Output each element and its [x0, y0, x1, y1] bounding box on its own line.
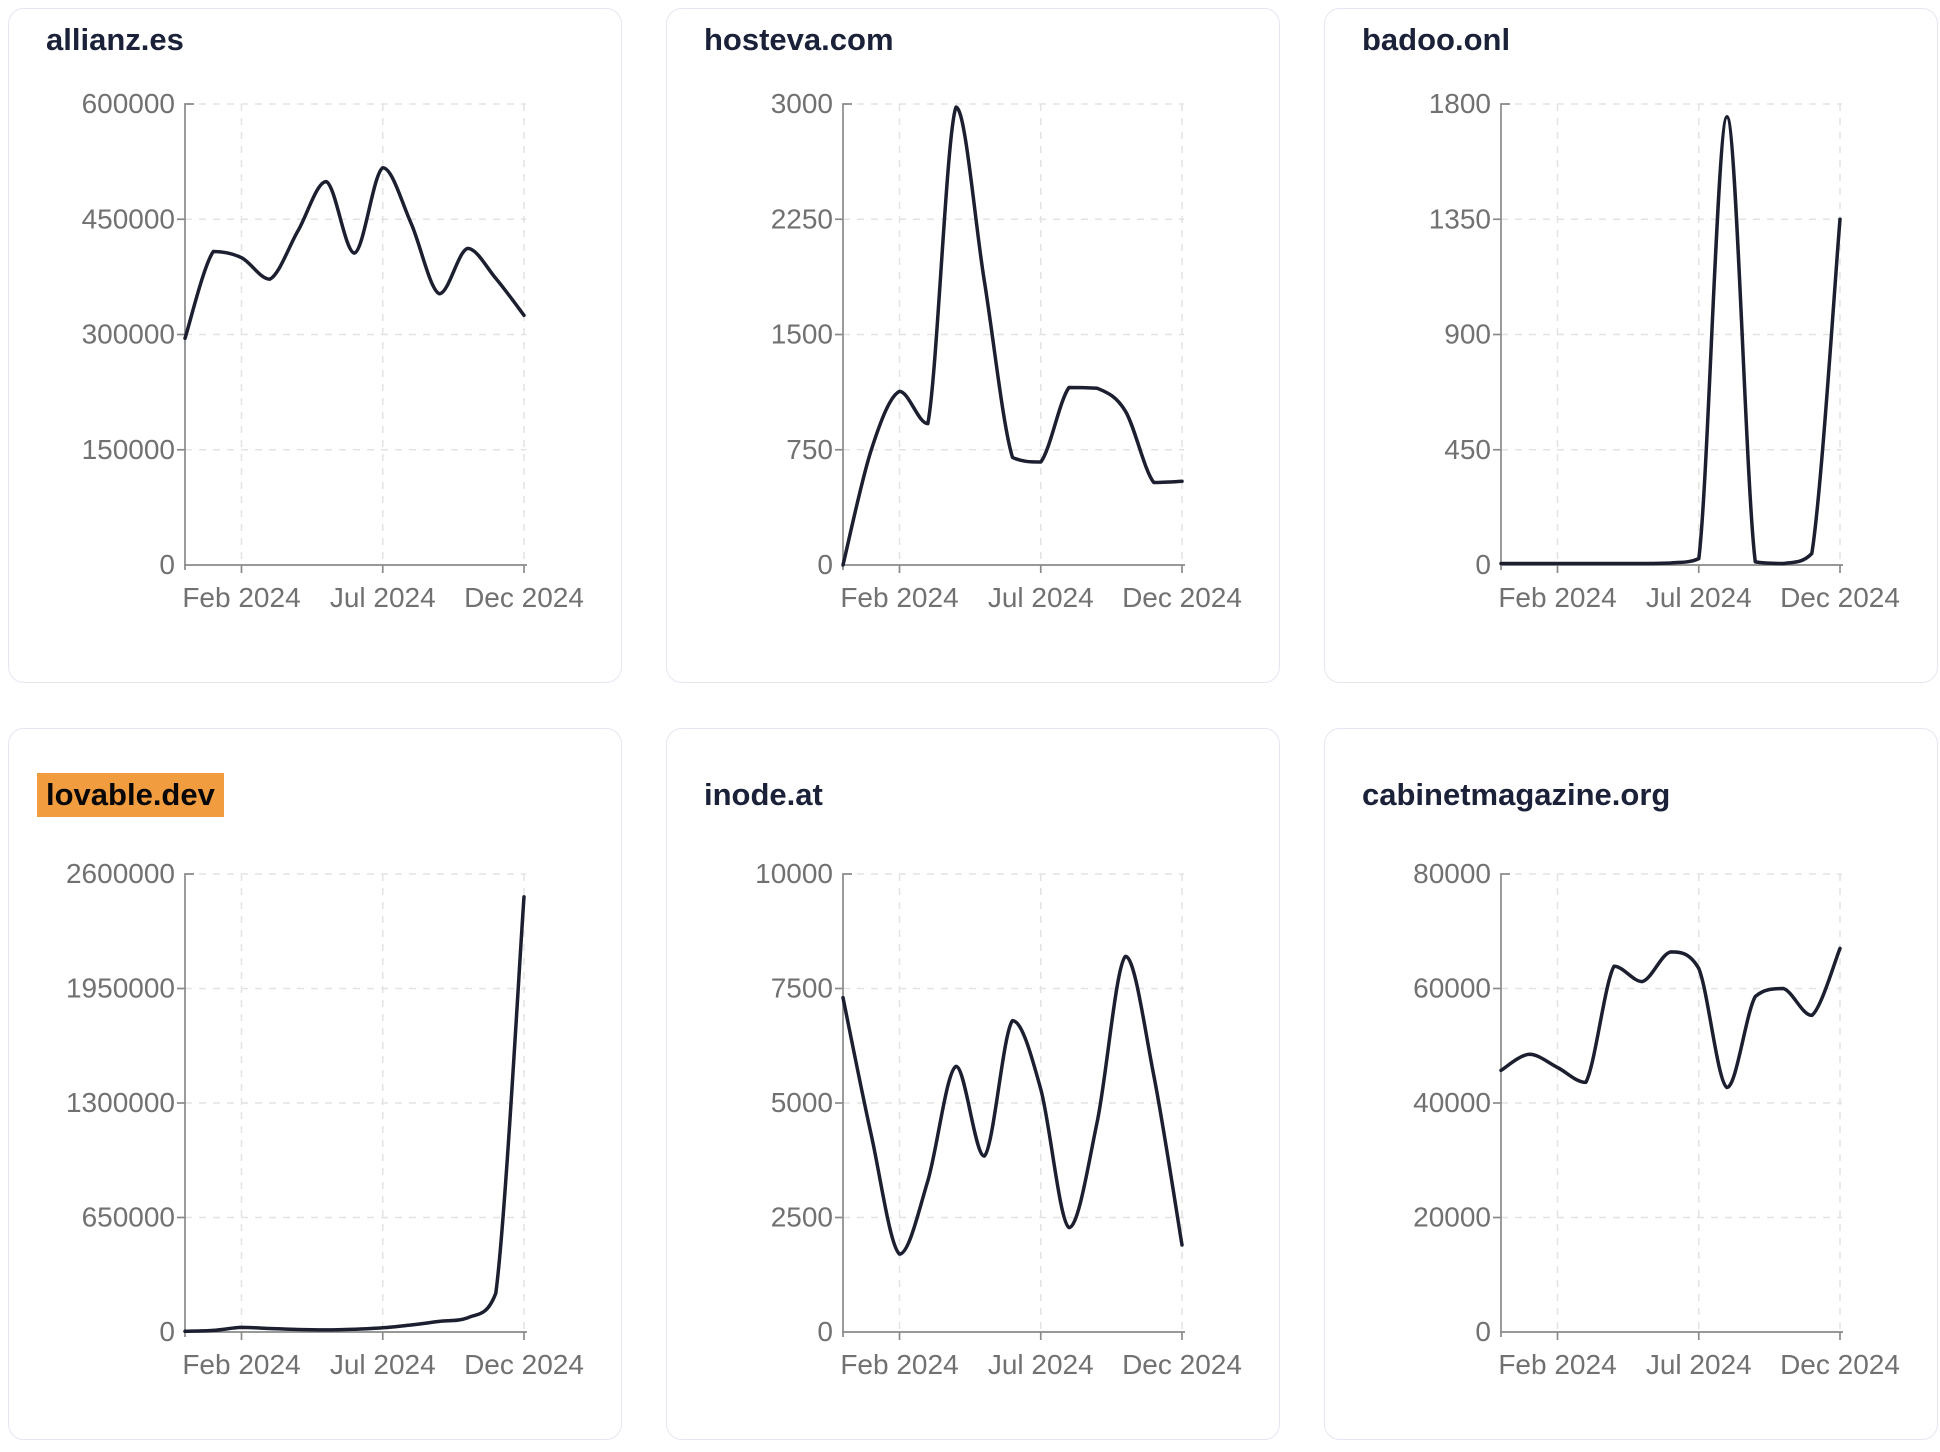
x-tick-label: Dec 2024 [1780, 582, 1900, 613]
x-tick-label: Jul 2024 [330, 1349, 436, 1380]
y-tick-label: 1300000 [66, 1087, 175, 1118]
y-tick-label: 1350 [1429, 203, 1491, 234]
chart-card: inode.at 0 2500 5000 7500 10000 Feb 2024 Jul 2… [666, 728, 1280, 1440]
y-tick-label: 7500 [771, 973, 833, 1004]
chart-title: lovable.dev [37, 773, 224, 817]
x-tick-label: Jul 2024 [1646, 1349, 1752, 1380]
line-chart: 0 750 1500 2250 3000 Feb 2024 Jul 2024 Dec 2024 [771, 88, 1242, 613]
y-tick-label: 1500 [771, 319, 833, 350]
y-tick-label: 0 [1475, 549, 1491, 580]
x-tick-label: Feb 2024 [840, 582, 958, 613]
chart-title-text: cabinetmagazine.org [1362, 777, 1671, 812]
y-tick-label: 2250 [771, 203, 833, 234]
y-tick-label: 80000 [1413, 858, 1491, 889]
x-tick-label: Jul 2024 [330, 582, 436, 613]
y-tick-label: 60000 [1413, 973, 1491, 1004]
x-tick-label: Jul 2024 [988, 582, 1094, 613]
y-tick-label: 150000 [82, 434, 175, 465]
chart-title-text: hosteva.com [704, 22, 894, 57]
y-tick-label: 450 [1444, 434, 1491, 465]
x-tick-label: Feb 2024 [182, 582, 300, 613]
x-tick-label: Dec 2024 [464, 582, 584, 613]
y-tick-label: 1800 [1429, 88, 1491, 119]
chart-title-text: badoo.onl [1362, 22, 1511, 57]
chart-card: cabinetmagazine.org 0 20000 40000 60000 8000… [1324, 728, 1938, 1440]
x-tick-label: Feb 2024 [840, 1349, 958, 1380]
line-chart: 0 650000 1300000 1950000 2600000 Feb 2024 Jul … [66, 858, 584, 1380]
line-chart: 0 20000 40000 60000 80000 Feb 2024 Jul 2024 Dec… [1413, 858, 1900, 1380]
chart-title: allianz.es [46, 22, 184, 58]
y-tick-label: 0 [817, 549, 833, 580]
y-tick-label: 300000 [82, 319, 175, 350]
chart-title-text: allianz.es [46, 22, 184, 57]
y-tick-label: 0 [817, 1316, 833, 1347]
y-tick-label: 10000 [755, 858, 833, 889]
x-tick-label: Dec 2024 [1122, 1349, 1242, 1380]
y-tick-label: 2500 [771, 1202, 833, 1233]
y-tick-label: 1950000 [66, 973, 175, 1004]
chart-title: badoo.onl [1362, 22, 1510, 58]
y-tick-label: 3000 [771, 88, 833, 119]
y-tick-label: 20000 [1413, 1202, 1491, 1233]
line-chart: 0 150000 300000 450000 600000 Feb 2024 Jul 202… [82, 88, 584, 613]
chart-card: hosteva.com 0 750 1500 2250 3000 Feb 2024 Jul … [666, 8, 1280, 683]
chart-card: badoo.onl 0 450 900 1350 1800 Feb 2024 Jul 202… [1324, 8, 1938, 683]
x-tick-label: Dec 2024 [464, 1349, 584, 1380]
x-tick-label: Jul 2024 [1646, 582, 1752, 613]
y-tick-label: 5000 [771, 1087, 833, 1118]
y-tick-label: 600000 [82, 88, 175, 119]
x-tick-label: Feb 2024 [1498, 1349, 1616, 1380]
chart-title-text: inode.at [704, 777, 823, 812]
x-tick-label: Feb 2024 [182, 1349, 300, 1380]
chart-title: hosteva.com [704, 22, 894, 58]
y-tick-label: 0 [1475, 1316, 1491, 1347]
y-tick-label: 40000 [1413, 1087, 1491, 1118]
y-tick-label: 2600000 [66, 858, 175, 889]
line-chart: 0 2500 5000 7500 10000 Feb 2024 Jul 2024 Dec 20… [755, 858, 1242, 1380]
chart-title: inode.at [704, 777, 823, 813]
x-tick-label: Feb 2024 [1498, 582, 1616, 613]
x-tick-label: Jul 2024 [988, 1349, 1094, 1380]
y-tick-label: 650000 [82, 1202, 175, 1233]
chart-card: allianz.es 0 150000 300000 450000 600000 Feb … [8, 8, 622, 683]
chart-title: cabinetmagazine.org [1362, 777, 1670, 813]
line-chart: 0 450 900 1350 1800 Feb 2024 Jul 2024 Dec 2024 [1429, 88, 1900, 613]
chart-title-text: lovable.dev [37, 773, 224, 817]
x-tick-label: Dec 2024 [1122, 582, 1242, 613]
chart-card: lovable.dev 0 650000 1300000 1950000 2600000… [8, 728, 622, 1440]
y-tick-label: 750 [786, 434, 833, 465]
y-tick-label: 0 [159, 1316, 175, 1347]
x-tick-label: Dec 2024 [1780, 1349, 1900, 1380]
y-tick-label: 450000 [82, 203, 175, 234]
y-tick-label: 0 [159, 549, 175, 580]
y-tick-label: 900 [1444, 319, 1491, 350]
